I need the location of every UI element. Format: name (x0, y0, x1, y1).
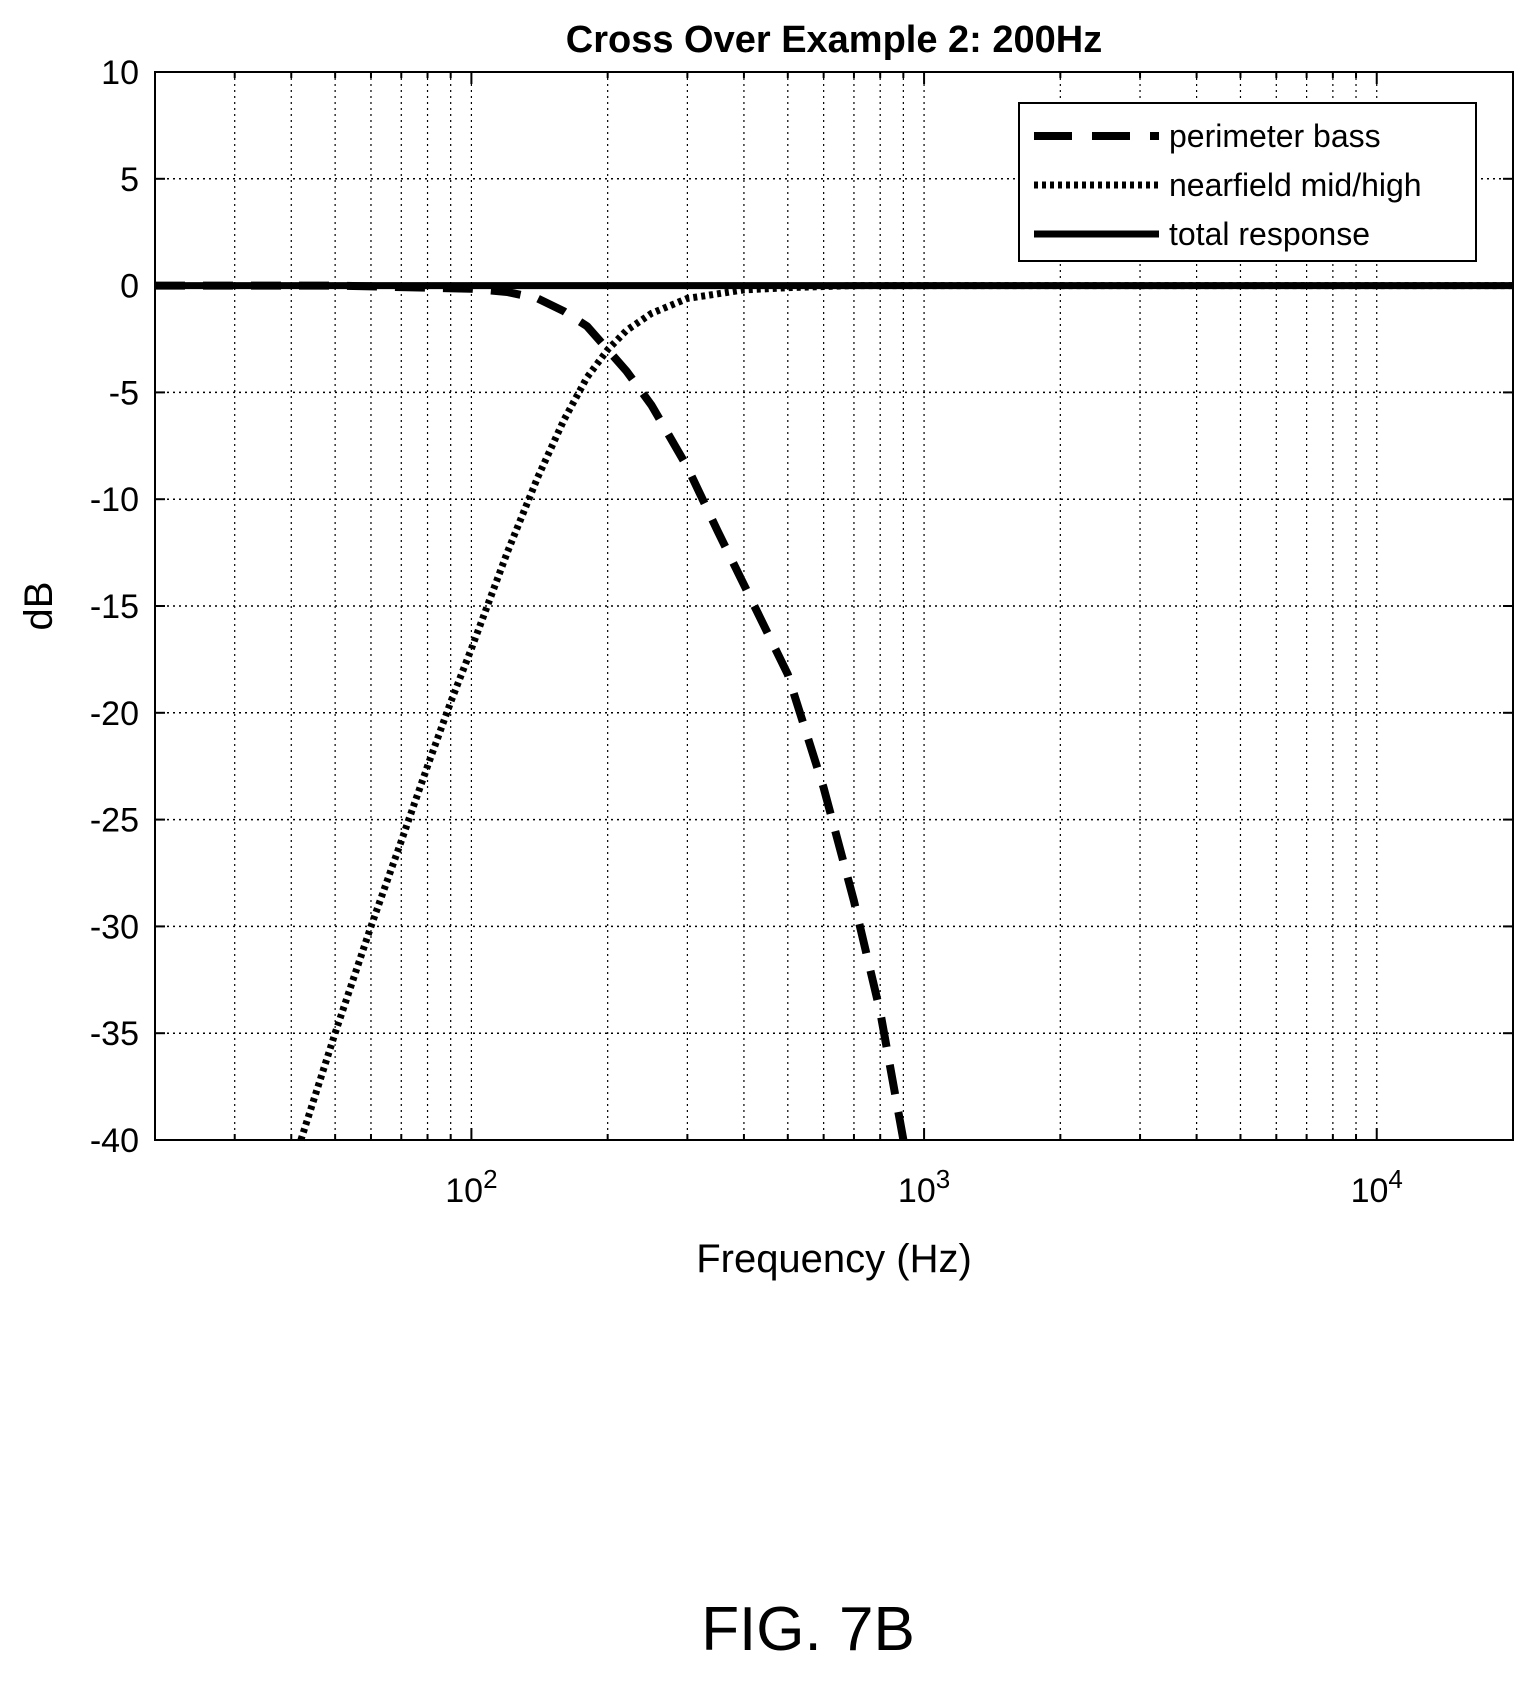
y-tick-label: 5 (120, 161, 139, 199)
axis-ticks: 10 5 0 -5 -10 -15 -20 -25 -30 -35 -40 102 103 104 (90, 54, 1514, 1210)
x-tick-label: 103 (898, 1164, 950, 1210)
y-tick-label: -10 (90, 481, 139, 519)
y-tick-label: 0 (120, 268, 139, 306)
legend: perimeter bass nearfield mid/high total re… (1018, 102, 1477, 262)
legend-label: perimeter bass (1169, 118, 1381, 154)
legend-item: perimeter bass (1034, 118, 1381, 154)
y-tick-label: -25 (90, 802, 139, 840)
legend-label: total response (1169, 216, 1370, 252)
y-tick-label: -20 (90, 695, 139, 733)
y-tick-label: -35 (90, 1015, 139, 1053)
chart-title: Cross Over Example 2: 200Hz (566, 19, 1103, 61)
y-tick-label: -15 (90, 588, 139, 626)
y-axis-label: dB (17, 582, 61, 631)
y-tick-label: 10 (101, 54, 139, 92)
legend-item: total response (1034, 216, 1370, 252)
series-line-nearfield-mid-high (297, 282, 1513, 1142)
y-tick-label: -5 (109, 374, 139, 412)
y-tick-label: -30 (90, 908, 139, 946)
series-lines (155, 281, 1513, 1142)
legend-label: nearfield mid/high (1169, 167, 1422, 203)
y-tick-label: -40 (90, 1122, 139, 1160)
x-tick-label: 102 (445, 1164, 497, 1210)
x-axis-label: Frequency (Hz) (696, 1237, 972, 1281)
legend-item: nearfield mid/high (1034, 167, 1422, 203)
x-tick-label: 104 (1351, 1164, 1403, 1210)
figure-label: FIG. 7B (701, 1595, 915, 1664)
